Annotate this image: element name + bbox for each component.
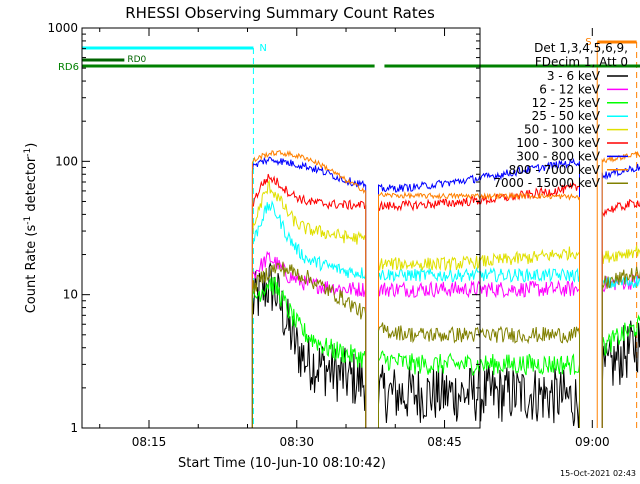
y-axis-label: Count Rate (s-1 detector-1) — [23, 143, 39, 314]
legend-label: 7000 - 15000 keV — [493, 176, 600, 190]
legend-label: 12 - 25 keV — [532, 96, 601, 110]
y-axis-label-sup1: -1 — [23, 216, 33, 225]
legend-label: 25 - 50 keV — [532, 109, 601, 123]
rd0-label: RD0 — [127, 55, 146, 65]
y-tick-label: 100 — [55, 154, 78, 168]
saa-label: S — [585, 37, 591, 48]
series-line — [251, 156, 367, 428]
series-12-25-kev — [251, 276, 640, 428]
y-tick-label: 10 — [63, 288, 78, 302]
legend-label: 100 - 300 keV — [516, 136, 600, 150]
chart-title: RHESSI Observing Summary Count Rates — [125, 4, 435, 22]
x-tick-label: 09:00 — [575, 435, 610, 449]
x-axis-label: Start Time (10-Jun-10 08:10:42) — [178, 456, 386, 471]
series-line — [378, 350, 580, 428]
series-line — [378, 182, 580, 428]
series-line — [251, 276, 367, 428]
series-line — [378, 246, 580, 428]
y-axis-label-end: ) — [24, 143, 39, 148]
series-50-100-kev — [251, 179, 640, 428]
y-tick-label: 1 — [70, 421, 78, 435]
series-line — [251, 199, 367, 428]
series-line — [251, 261, 367, 428]
y-tick-label: 1000 — [47, 21, 78, 35]
series-100-300-kev — [251, 173, 640, 428]
plot-frame — [81, 27, 481, 429]
y-axis-label-sup2: -1 — [23, 148, 33, 157]
series-line — [378, 279, 580, 428]
series-3-6-kev — [251, 261, 640, 429]
series-800-7000-kev — [251, 150, 640, 428]
x-tick-label: 08:30 — [279, 435, 314, 449]
y-axis-label-main: Count Rate (s — [24, 225, 39, 314]
series-line — [378, 266, 580, 428]
legend-label: 800 - 7000 keV — [509, 163, 601, 177]
series-line — [378, 157, 580, 428]
rd6-label: RD6 — [58, 62, 79, 73]
series-line — [378, 191, 580, 428]
legend-label: 6 - 12 keV — [539, 82, 601, 96]
x-tick-label: 08:45 — [427, 435, 462, 449]
y-axis-label-mid: detector — [24, 156, 39, 216]
night-label: N — [259, 43, 266, 54]
plot-area: N S RD0 RD6 — [58, 37, 640, 429]
legend-header-1: Det 1,3,4,5,6,9, — [534, 41, 628, 55]
legend-label: 50 - 100 keV — [524, 123, 601, 137]
footer-timestamp: 15-Oct-2021 02:43 — [560, 469, 636, 478]
legend: Det 1,3,4,5,6,9, FDecim 1, Att 0 3 - 6 k… — [493, 41, 628, 190]
legend-label: 3 - 6 keV — [547, 69, 601, 83]
series-line — [378, 364, 580, 429]
series-line — [251, 261, 367, 428]
series-line — [251, 150, 367, 428]
y-axis: 1 10 100 1000 — [47, 21, 480, 435]
legend-header-2: FDecim 1, Att 0 — [535, 55, 628, 69]
series-line — [251, 179, 367, 428]
series-line — [251, 173, 367, 428]
legend-label: 300 - 800 keV — [516, 149, 600, 163]
x-tick-label: 08:15 — [132, 435, 167, 449]
series-25-50-kev — [251, 199, 640, 428]
series-300-800-kev — [251, 156, 640, 428]
